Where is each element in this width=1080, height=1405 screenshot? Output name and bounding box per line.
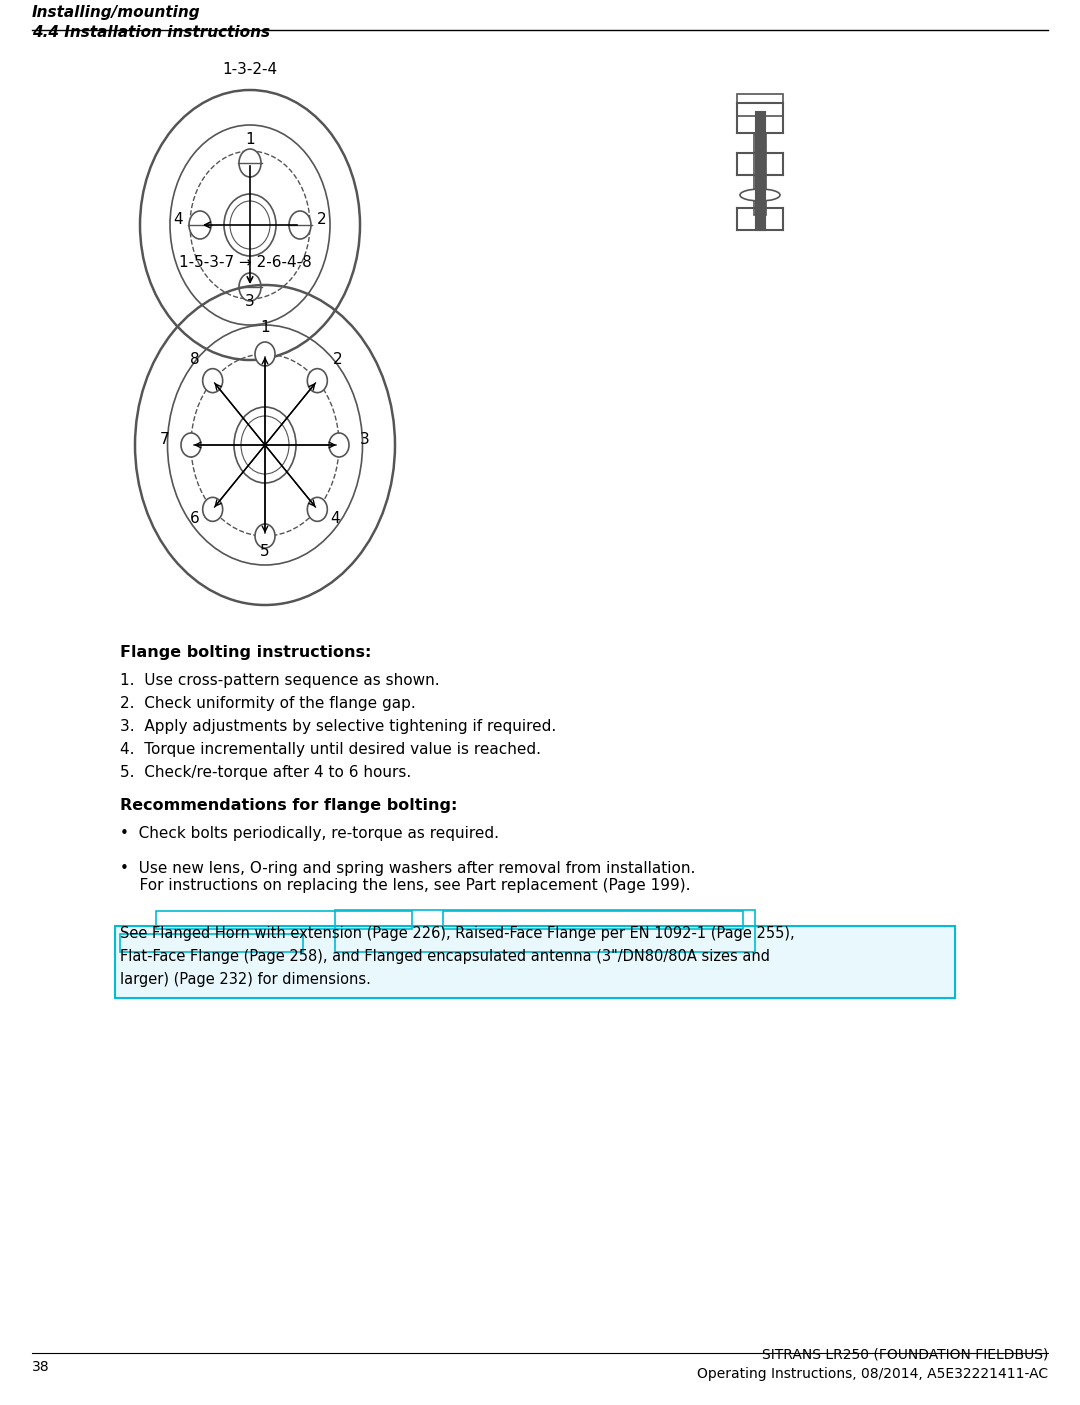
Text: 1-5-3-7 → 2-6-4-8: 1-5-3-7 → 2-6-4-8 — [178, 254, 311, 270]
Ellipse shape — [255, 524, 275, 548]
Text: 6: 6 — [190, 511, 200, 525]
Text: Installing/mounting: Installing/mounting — [32, 6, 201, 20]
Text: larger) (Page 232) for dimensions.: larger) (Page 232) for dimensions. — [120, 972, 370, 986]
FancyBboxPatch shape — [114, 926, 955, 998]
Ellipse shape — [239, 149, 261, 177]
Ellipse shape — [308, 497, 327, 521]
Text: Flange bolting instructions:: Flange bolting instructions: — [120, 645, 372, 660]
Text: 1: 1 — [245, 132, 255, 146]
Text: 2.  Check uniformity of the flange gap.: 2. Check uniformity of the flange gap. — [120, 695, 416, 711]
Text: 38: 38 — [32, 1360, 50, 1374]
Text: 4: 4 — [330, 511, 340, 525]
Text: 5: 5 — [260, 545, 270, 559]
Text: 3: 3 — [360, 431, 369, 447]
Ellipse shape — [289, 211, 311, 239]
Text: 4.4 Installation instructions: 4.4 Installation instructions — [32, 25, 270, 39]
Text: 1-3-2-4: 1-3-2-4 — [222, 62, 278, 77]
Text: 3.  Apply adjustments by selective tightening if required.: 3. Apply adjustments by selective tighte… — [120, 719, 556, 733]
Text: 4: 4 — [173, 212, 183, 226]
Ellipse shape — [740, 190, 780, 201]
Text: 7: 7 — [160, 431, 170, 447]
Text: 1: 1 — [260, 320, 270, 336]
FancyBboxPatch shape — [737, 94, 783, 117]
Ellipse shape — [239, 273, 261, 301]
Text: 2: 2 — [318, 212, 327, 226]
Ellipse shape — [203, 368, 222, 392]
FancyBboxPatch shape — [754, 133, 766, 215]
Ellipse shape — [329, 433, 349, 457]
Text: •  Check bolts periodically, re-torque as required.: • Check bolts periodically, re-torque as… — [120, 826, 499, 842]
Text: Flat-Face Flange (Page 258), and Flanged encapsulated antenna (3"/DN80/80A sizes: Flat-Face Flange (Page 258), and Flanged… — [120, 948, 770, 964]
Text: 4.  Torque incrementally until desired value is reached.: 4. Torque incrementally until desired va… — [120, 742, 541, 757]
Text: •  Use new lens, O-ring and spring washers after removal from installation.
    : • Use new lens, O-ring and spring washer… — [120, 860, 696, 894]
Ellipse shape — [255, 341, 275, 365]
Text: 3: 3 — [245, 294, 255, 309]
Ellipse shape — [203, 497, 222, 521]
Text: 8: 8 — [190, 353, 200, 367]
Ellipse shape — [308, 368, 327, 392]
Ellipse shape — [189, 211, 211, 239]
Text: 2: 2 — [333, 353, 342, 367]
Text: Operating Instructions, 08/2014, A5E32221411-AC: Operating Instructions, 08/2014, A5E3222… — [697, 1367, 1048, 1381]
Text: SITRANS LR250 (FOUNDATION FIELDBUS): SITRANS LR250 (FOUNDATION FIELDBUS) — [761, 1347, 1048, 1361]
Ellipse shape — [181, 433, 201, 457]
Text: Recommendations for flange bolting:: Recommendations for flange bolting: — [120, 798, 457, 813]
Text: See Flanged Horn with extension (Page 226), Raised-Face Flange per EN 1092-1 (Pa: See Flanged Horn with extension (Page 22… — [120, 926, 795, 941]
Text: 5.  Check/re-torque after 4 to 6 hours.: 5. Check/re-torque after 4 to 6 hours. — [120, 764, 411, 780]
Text: 1.  Use cross-pattern sequence as shown.: 1. Use cross-pattern sequence as shown. — [120, 673, 440, 688]
